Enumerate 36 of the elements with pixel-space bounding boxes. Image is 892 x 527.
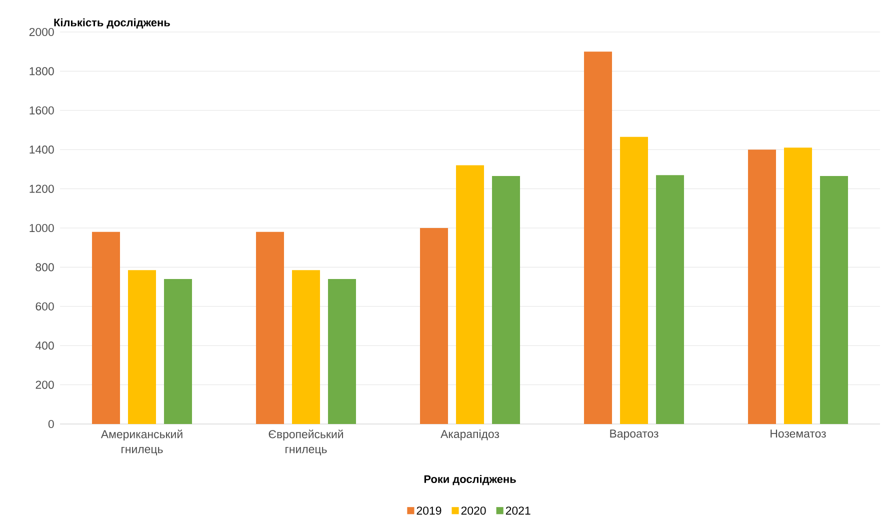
y-tick-label: 1200 (30, 184, 54, 193)
bar (128, 270, 156, 424)
y-tick-label: 0 (48, 420, 54, 428)
bar (92, 232, 120, 424)
bar (164, 278, 192, 424)
x-tick-label: Американський гнилець (100, 430, 182, 456)
x-tick-label: Вароатоз (610, 430, 658, 440)
y-tick-label: 400 (36, 342, 54, 350)
bar (456, 165, 484, 424)
x-tick-label: Європейський гнилець (268, 430, 344, 456)
y-tick-label: 200 (36, 380, 54, 389)
legend-label: 2019 (416, 506, 442, 515)
y-tick-label: 800 (36, 263, 54, 272)
bar (292, 270, 320, 424)
x-tick-label: Акарапідоз (440, 430, 500, 440)
bar (784, 148, 812, 424)
x-tick-label: Нозематоз (770, 430, 826, 438)
y-axis-title: Кількість досліджень (54, 18, 170, 28)
bar (584, 52, 612, 424)
legend-label: 2020 (461, 506, 486, 515)
bar (492, 176, 520, 424)
bar (748, 150, 776, 424)
bar (256, 232, 284, 424)
legend-label: 2021 (506, 506, 530, 515)
bar (328, 278, 356, 424)
x-axis-title: Роки досліджень (424, 474, 516, 486)
y-tick-label: 1000 (30, 224, 54, 232)
bar (420, 228, 448, 424)
bar (620, 136, 648, 424)
y-tick-label: 2000 (29, 28, 54, 36)
y-tick-label: 1600 (30, 106, 54, 114)
y-tick-label: 1800 (30, 67, 54, 76)
bar (820, 176, 848, 424)
y-tick-label: 600 (36, 302, 54, 310)
bar (656, 175, 684, 424)
y-tick-label: 1400 (30, 146, 54, 154)
